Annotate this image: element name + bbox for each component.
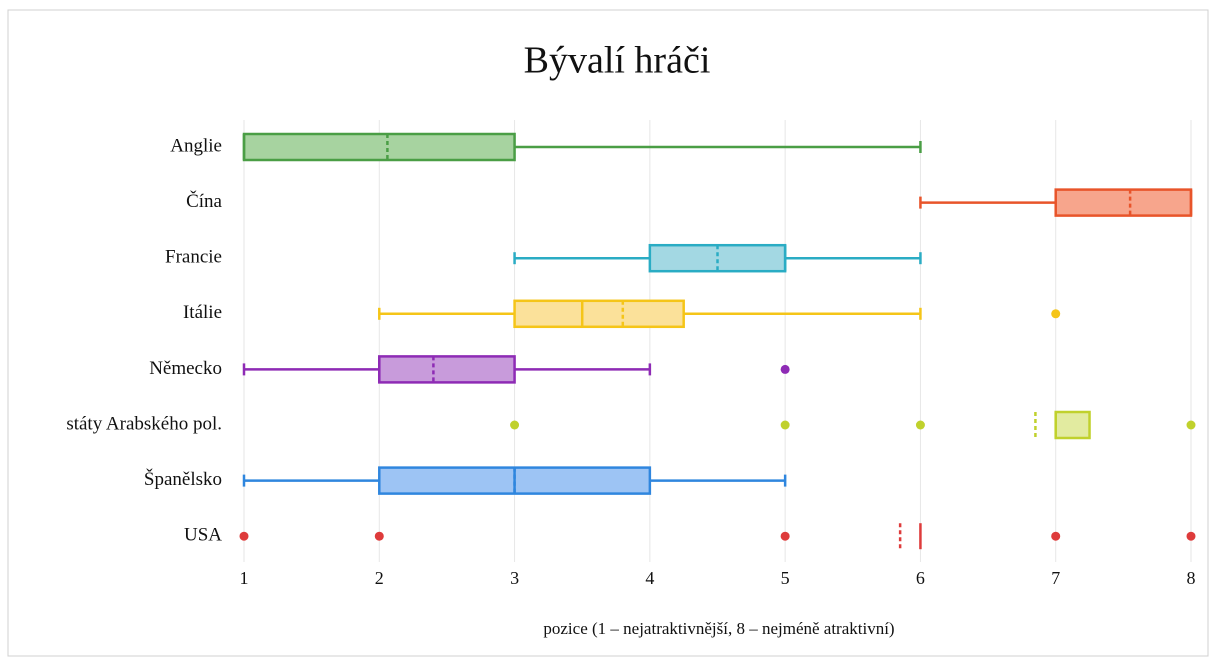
y-tick-label: Anglie [170, 135, 222, 156]
x-tick-label: 7 [1051, 568, 1060, 588]
x-tick-label: 5 [781, 568, 790, 588]
outlier [1186, 420, 1196, 430]
box [378, 355, 516, 384]
outlier [915, 420, 925, 430]
x-tick-label: 6 [916, 568, 925, 588]
x-tick-label: 3 [510, 568, 519, 588]
x-tick-label: 4 [645, 568, 654, 588]
x-tick-label: 1 [240, 568, 249, 588]
outlier [1051, 309, 1061, 319]
frame [7, 9, 1209, 657]
outlier [1186, 531, 1196, 541]
box [513, 299, 685, 329]
y-tick-label: státy Arabského pol. [66, 413, 222, 434]
y-tick-label: Čína [186, 190, 222, 212]
outlier [374, 531, 384, 541]
x-axis-label: pozice (1 – nejatraktivnější, 8 – nejmén… [543, 619, 894, 638]
box [1054, 410, 1091, 440]
y-tick-label: USA [184, 525, 222, 546]
outlier [780, 531, 790, 541]
outlier [239, 531, 249, 541]
y-tick-label: Německo [149, 358, 222, 379]
y-tick-label: Itálie [183, 302, 222, 323]
box [242, 132, 516, 162]
chart-title: Bývalí hráči [524, 40, 711, 82]
outlier [780, 364, 790, 374]
y-tick-label: Francie [165, 247, 222, 268]
outlier [780, 420, 790, 430]
outlier [510, 420, 520, 430]
y-tick-label: Španělsko [144, 468, 222, 490]
x-tick-label: 2 [375, 568, 384, 588]
outlier [1051, 531, 1061, 541]
x-tick-label: 8 [1187, 568, 1196, 588]
box [1054, 188, 1193, 217]
